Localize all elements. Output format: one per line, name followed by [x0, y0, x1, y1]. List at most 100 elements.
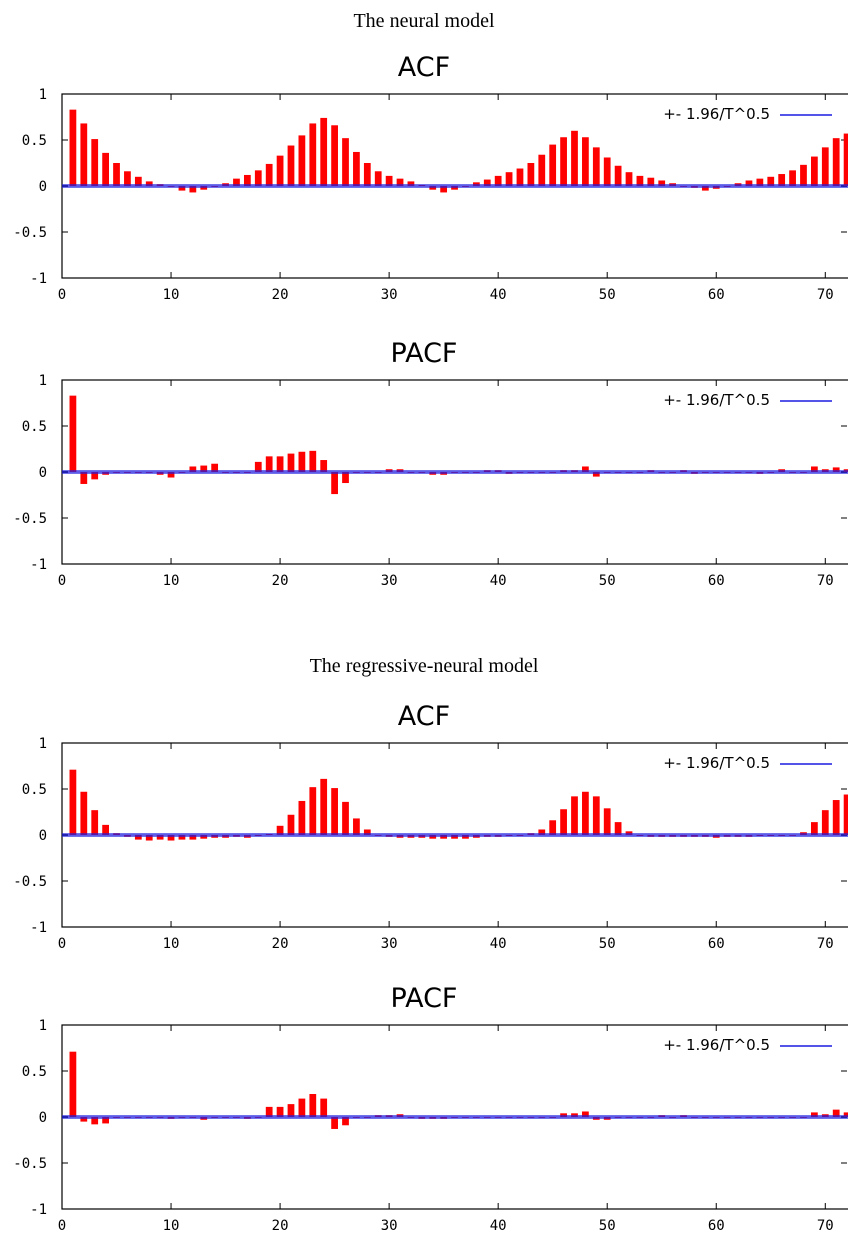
model-title-neural: The neural model [353, 10, 495, 32]
bar-lag-72 [843, 1112, 848, 1117]
confidence-band [62, 184, 848, 188]
bar-lag-10 [167, 472, 175, 478]
chart-acf-neural: ACF 1 0.5 0 -0.5 -1 0 10 20 30 40 50 60 70 +- 1.96/T^0… [0, 44, 848, 306]
bar-lag-38 [472, 182, 480, 186]
bar-lag-21 [287, 453, 295, 472]
bar-lag-1 [69, 395, 77, 472]
bar-lag-26 [342, 1117, 349, 1126]
bar-lag-23 [309, 787, 317, 835]
bar-lag-36 [451, 835, 458, 839]
legend-label: +- 1.96/T^0.5 [663, 105, 770, 123]
bar-lag-8 [145, 181, 153, 186]
x-tick-label: 0 [58, 1218, 66, 1234]
bar-lag-70 [821, 810, 829, 835]
bar-lag-11 [178, 835, 186, 840]
bar-lag-24 [320, 117, 328, 186]
chart-acf-regressive-neural: ACF 1 0.5 0 -0.5 -1 0 10 20 30 40 50 60 70 +- 1.96/T^0… [0, 693, 848, 955]
y-tick-label: 0 [39, 465, 47, 481]
bar-lag-27 [353, 818, 360, 835]
bar-lag-32 [407, 181, 415, 186]
bar-lag-20 [276, 825, 284, 835]
bar-lag-18 [254, 461, 262, 472]
bar-lag-37 [462, 835, 469, 839]
x-tick-label: 30 [381, 287, 398, 303]
bar-lag-19 [265, 456, 273, 472]
y-tick-label: 1 [39, 1018, 47, 1034]
x-tick-label: 70 [817, 287, 834, 303]
y-tick-label: 0.5 [22, 782, 47, 798]
bar-lag-26 [342, 472, 349, 484]
y-tick-label: 0 [39, 179, 47, 195]
bar-lag-72 [843, 794, 848, 835]
bar-lag-26 [342, 138, 349, 186]
bar-lag-69 [811, 822, 818, 835]
chart-svg: PACF 1 0.5 0 -0.5 -1 0 10 20 30 40 50 60 70 +- 1.96/T^… [13, 338, 848, 589]
x-tick-label: 30 [381, 936, 398, 952]
bar-lag-25 [331, 125, 338, 186]
bar-lag-50 [603, 157, 611, 186]
bar-lag-69 [811, 1112, 818, 1117]
x-tick-label: 40 [490, 1218, 507, 1234]
bar-lag-31 [396, 178, 404, 186]
bar-lag-67 [789, 170, 796, 186]
bar-lag-8 [145, 835, 153, 841]
y-tick-label: 0.5 [22, 1064, 47, 1080]
bar-lag-20 [276, 456, 284, 472]
bar-lag-43 [527, 163, 535, 186]
x-tick-label: 0 [58, 287, 66, 303]
y-tick-label: 0 [39, 828, 47, 844]
chart-svg: ACF 1 0.5 0 -0.5 -1 0 10 20 30 40 50 60 70 +- 1.96/T^0… [13, 701, 848, 952]
bar-lag-12 [189, 186, 197, 193]
y-tick-label: -0.5 [13, 874, 47, 890]
legend-label: +- 1.96/T^0.5 [663, 1036, 770, 1054]
bar-lag-35 [440, 835, 448, 839]
bar-lag-12 [189, 466, 197, 472]
bar-lag-46 [560, 809, 567, 835]
bar-lag-52 [625, 831, 633, 835]
x-tick-label: 60 [708, 287, 725, 303]
bar-lag-51 [614, 822, 622, 835]
bar-lag-12 [189, 835, 197, 840]
bar-lag-63 [745, 180, 753, 186]
x-tick-label: 0 [58, 573, 66, 589]
bar-lag-3 [91, 810, 99, 835]
chart-pacf-regressive-neural: PACF 1 0.5 0 -0.5 -1 0 10 20 30 40 50 60 70 +- 1.96/T^… [0, 975, 848, 1237]
bar-lag-55 [658, 180, 666, 186]
bar-lag-4 [102, 152, 109, 186]
y-tick-label: 1 [39, 373, 47, 389]
x-tick-label: 20 [272, 287, 289, 303]
bar-lag-45 [549, 820, 557, 835]
bar-lag-5 [113, 163, 120, 186]
y-tick-label: 0.5 [22, 133, 47, 149]
x-tick-label: 70 [817, 1218, 834, 1234]
bar-lag-36 [451, 186, 458, 190]
x-tick-label: 60 [708, 573, 725, 589]
bar-lag-21 [287, 1104, 295, 1117]
bar-lag-2 [80, 791, 88, 835]
x-tick-label: 40 [490, 287, 507, 303]
bar-lag-27 [353, 151, 360, 186]
bar-lag-7 [134, 835, 142, 840]
bar-lag-18 [254, 170, 262, 186]
bar-lag-19 [265, 163, 273, 186]
y-tick-label: -1 [30, 920, 47, 936]
bar-lag-24 [320, 778, 328, 835]
bar-lag-34 [429, 835, 437, 839]
bar-lag-28 [363, 829, 371, 835]
bar-lag-1 [69, 109, 77, 186]
y-tick-label: -1 [30, 557, 47, 573]
x-tick-label: 20 [272, 573, 289, 589]
bar-lag-44 [538, 829, 546, 835]
bar-lag-22 [298, 135, 306, 186]
bar-lag-22 [298, 800, 306, 835]
bar-lag-48 [582, 791, 589, 835]
bar-lag-48 [582, 137, 589, 186]
bar-lag-25 [331, 472, 338, 495]
x-tick-label: 60 [708, 1218, 725, 1234]
bar-lag-13 [200, 186, 208, 190]
y-tick-label: -0.5 [13, 511, 47, 527]
bar-lag-21 [287, 814, 295, 835]
bar-lag-23 [309, 123, 317, 186]
bar-lag-71 [832, 1109, 840, 1117]
bar-lag-22 [298, 1098, 306, 1117]
